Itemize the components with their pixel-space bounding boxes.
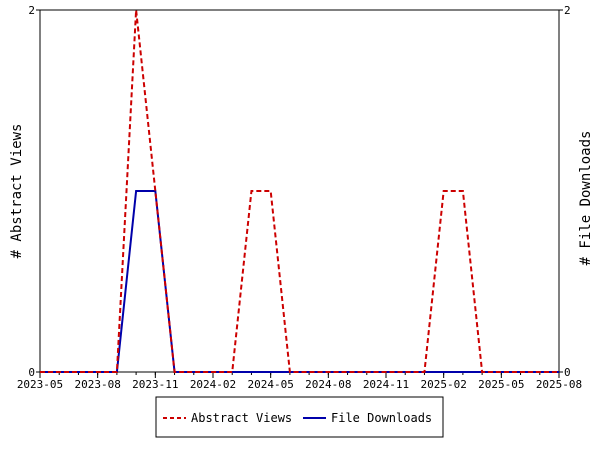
legend-box <box>155 396 444 438</box>
series-line-abstract-views <box>40 9 559 373</box>
series-layer <box>40 9 559 373</box>
x-tick-label: 2024-05 <box>247 378 293 391</box>
legend-label-abstract-views: Abstract Views <box>191 411 292 425</box>
y-right-tick-label: 0 <box>564 366 571 379</box>
x-tick-label: 2025-02 <box>420 378 466 391</box>
x-tick-label: 2024-02 <box>190 378 236 391</box>
legend: Abstract Views File Downloads <box>155 396 444 438</box>
y-left-tick-label: 0 <box>28 366 35 379</box>
y-right-tick-label: 2 <box>564 4 571 17</box>
x-tick-label: 2023-11 <box>132 378 178 391</box>
y-axis-left-title: # Abstract Views <box>9 124 25 259</box>
x-tick-label: 2025-08 <box>536 378 582 391</box>
x-tick-label: 2025-05 <box>478 378 524 391</box>
plot-area <box>39 9 560 373</box>
y-axis-right-title: # File Downloads <box>578 131 594 266</box>
x-tick-label: 2024-08 <box>305 378 351 391</box>
x-tick-label: 2023-05 <box>17 378 63 391</box>
y-axes: 0 2 0 2 <box>28 4 570 379</box>
x-axis: 2023-05 2023-08 2023-11 2024-02 2024-05 2024-… <box>17 372 582 391</box>
x-tick-label: 2023-08 <box>74 378 120 391</box>
legend-label-file-downloads: File Downloads <box>331 411 432 425</box>
x-tick-label: 2024-11 <box>363 378 409 391</box>
y-left-tick-label: 2 <box>28 4 35 17</box>
